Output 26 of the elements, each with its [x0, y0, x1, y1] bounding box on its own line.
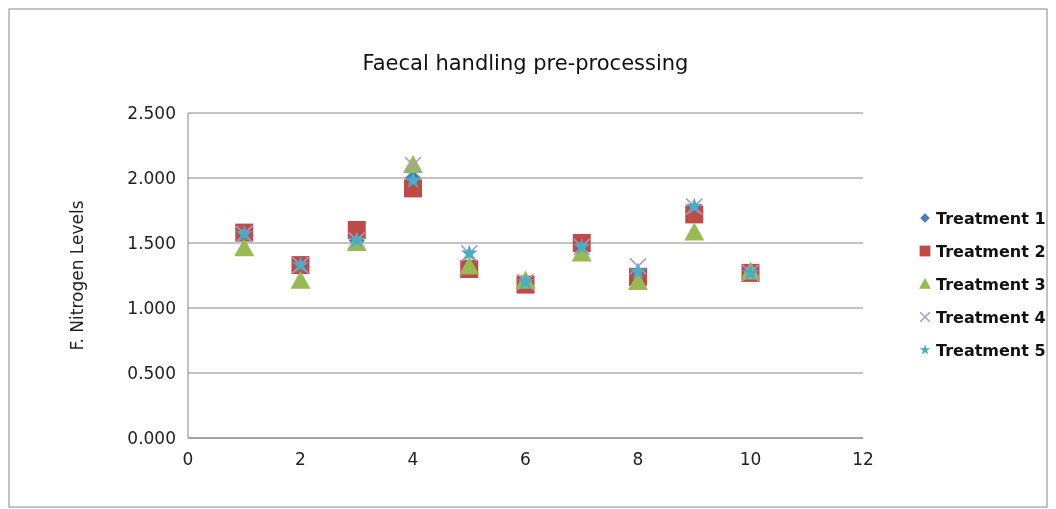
x-tick-label: 6 — [520, 449, 531, 469]
x-tick-label: 12 — [852, 449, 874, 469]
x-tick-label: 10 — [739, 449, 762, 469]
y-tick-label: 2.000 — [127, 167, 176, 188]
point — [459, 256, 480, 275]
y-tick-label: 2.500 — [127, 102, 176, 123]
chart-title: Faecal handling pre-processing — [362, 51, 689, 75]
y-axis-title: F. Nitrogen Levels — [67, 200, 87, 351]
point — [290, 270, 311, 289]
point — [629, 262, 647, 279]
legend-label: Treatment 5 — [936, 340, 1046, 360]
y-tick-label: 1.500 — [127, 232, 176, 253]
point — [629, 257, 647, 276]
y-tick-label: 0.500 — [127, 362, 176, 383]
x-tick-label: 4 — [407, 449, 419, 469]
x-tick-label: 0 — [182, 449, 194, 469]
x-tick-label: 2 — [295, 449, 306, 469]
point — [684, 222, 705, 241]
legend-label: Treatment 2 — [936, 241, 1046, 261]
point — [234, 238, 255, 257]
legend-label: Treatment 3 — [936, 274, 1046, 294]
y-tick-label: 1.000 — [127, 297, 176, 318]
x-tick-label: 8 — [632, 449, 644, 469]
legend-label: Treatment 1 — [936, 208, 1046, 228]
y-tick-label: 0.000 — [127, 427, 176, 448]
legend-label: Treatment 4 — [936, 307, 1046, 327]
